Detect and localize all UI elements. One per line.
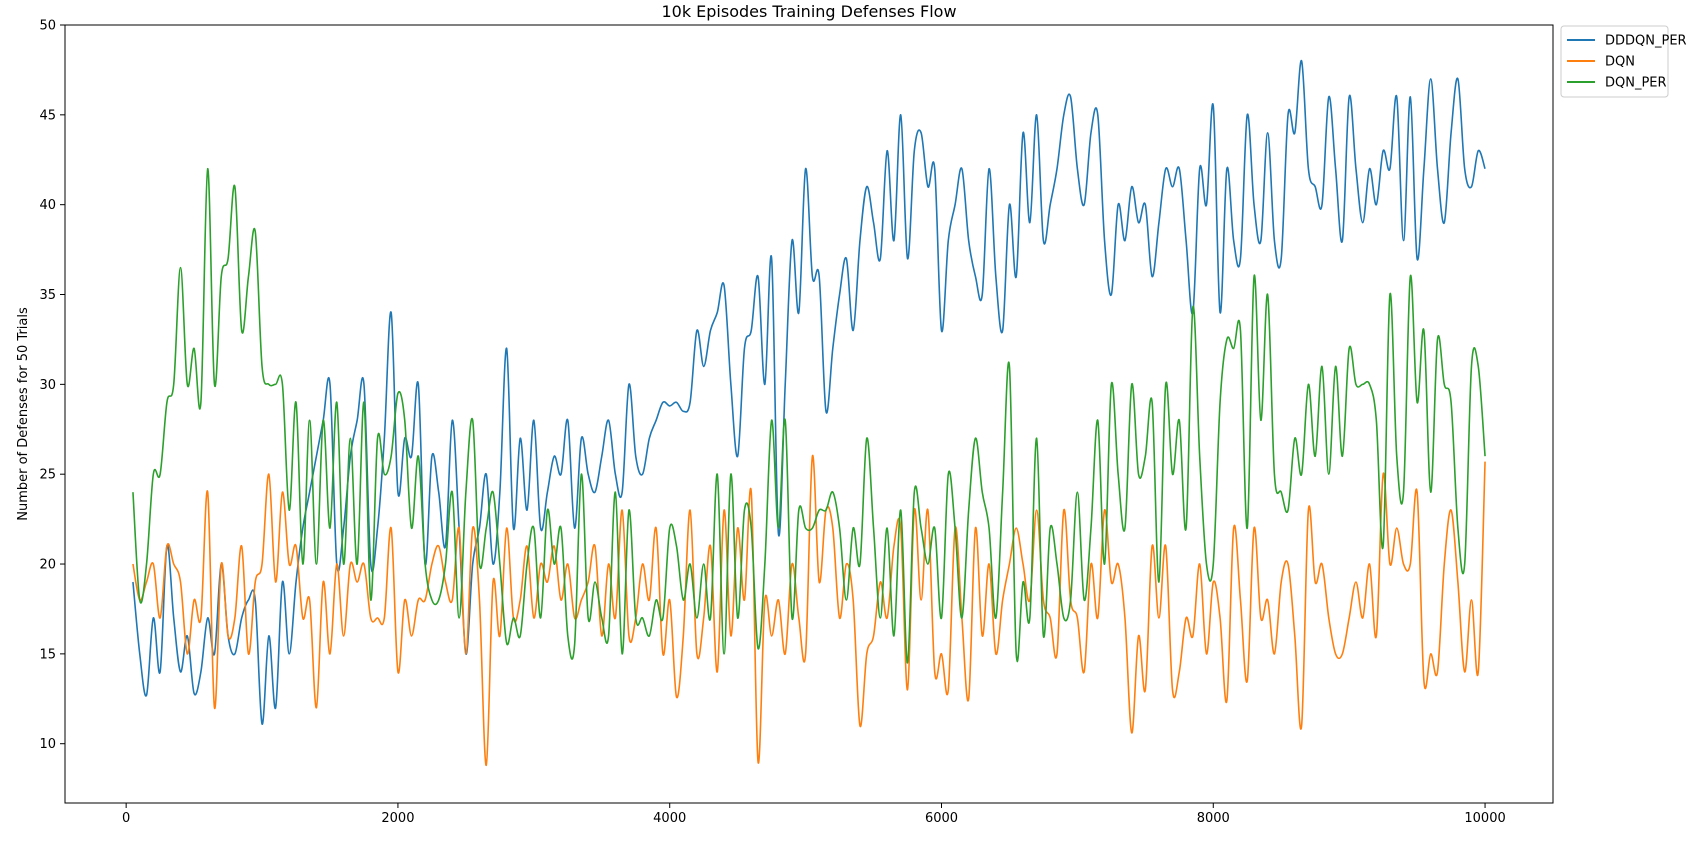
legend-label: DDDQN_PER	[1605, 34, 1687, 49]
y-tick-label: 20	[39, 558, 56, 573]
legend: DDDQN_PER DQN DQN_PER	[1560, 25, 1687, 98]
x-tick-label: 4000	[653, 811, 686, 826]
plot-frame	[64, 24, 1554, 804]
y-tick-label: 35	[39, 288, 56, 303]
y-tick-label: 15	[39, 647, 56, 662]
x-tick-label: 8000	[1197, 811, 1230, 826]
legend-label: DQN_PER	[1605, 76, 1667, 91]
y-tick-label: 40	[39, 198, 56, 213]
y-tick-label: 25	[39, 468, 56, 483]
x-tick-label: 10000	[1464, 811, 1505, 826]
series-line-dqn-per	[132, 167, 1486, 664]
series-line-dddqn-per	[132, 60, 1486, 725]
y-axis-title: Number of Defenses for 50 Trials	[16, 307, 31, 521]
legend-box	[1560, 25, 1669, 98]
y-tick-label: 10	[39, 737, 56, 752]
series-line-dqn	[132, 455, 1486, 767]
chart-title: 10k Episodes Training Defenses Flow	[661, 2, 956, 21]
axes-layer: 0 2000 4000 6000 8000 10000 10 15 20 25 30 35 40 45 50	[39, 19, 1554, 826]
x-tick-label: 6000	[925, 811, 958, 826]
y-tick-label: 45	[39, 108, 56, 123]
x-tick-label: 2000	[381, 811, 414, 826]
y-tick-label: 50	[39, 19, 56, 34]
series-layer	[132, 60, 1486, 767]
legend-label: DQN	[1605, 55, 1635, 70]
y-tick-label: 30	[39, 378, 56, 393]
x-tick-label: 0	[122, 811, 130, 826]
